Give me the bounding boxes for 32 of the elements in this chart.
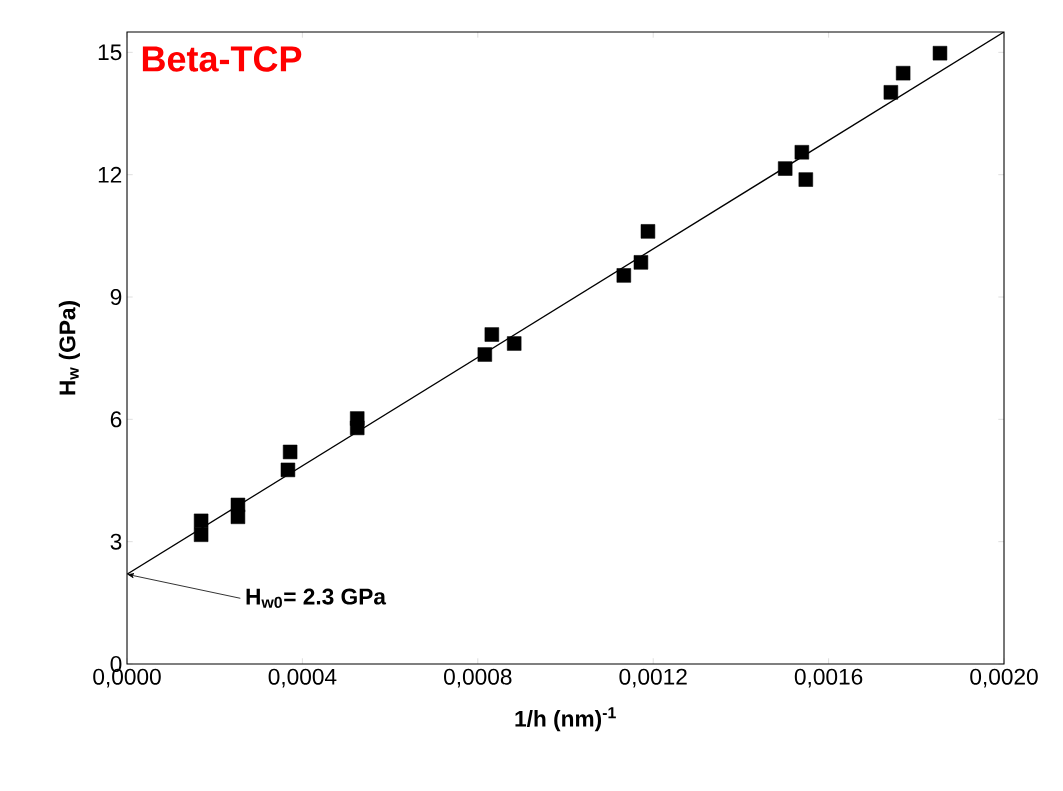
point <box>640 224 656 239</box>
x-tick-label: 0,0012 <box>619 668 687 688</box>
point <box>280 462 296 478</box>
point <box>193 527 209 542</box>
point <box>507 336 522 351</box>
y-tick-label: 9 <box>110 288 122 306</box>
chart-title: Beta-TCP <box>142 46 302 72</box>
point <box>616 268 632 283</box>
y-tick-label: 6 <box>110 411 122 428</box>
point <box>932 45 948 61</box>
point <box>798 172 814 187</box>
y-tick-label: 15 <box>98 44 122 61</box>
point <box>350 420 365 436</box>
annotation: H$_{w0}$= 2.3 GPa <box>246 588 387 608</box>
point <box>883 85 899 100</box>
point <box>895 65 911 81</box>
point <box>484 327 500 342</box>
point <box>794 145 810 160</box>
point <box>193 513 209 529</box>
x-tick-label: 0,0008 <box>444 668 512 688</box>
x-axis-title: 1/h (nm)$^{-1}$ <box>515 707 616 732</box>
point <box>282 444 298 460</box>
point <box>477 347 493 362</box>
x-tick-label: 0,0016 <box>794 668 863 688</box>
point <box>633 255 649 270</box>
point <box>230 509 246 524</box>
point <box>777 161 793 176</box>
x-tick-label: 0,0020 <box>970 668 1038 688</box>
x-tick-label: 0,0004 <box>268 668 337 688</box>
y-tick-label: 3 <box>110 533 122 550</box>
y-tick-label: 12 <box>98 166 122 183</box>
y-axis-title: H$_{w}$ (GPa) <box>58 301 80 395</box>
